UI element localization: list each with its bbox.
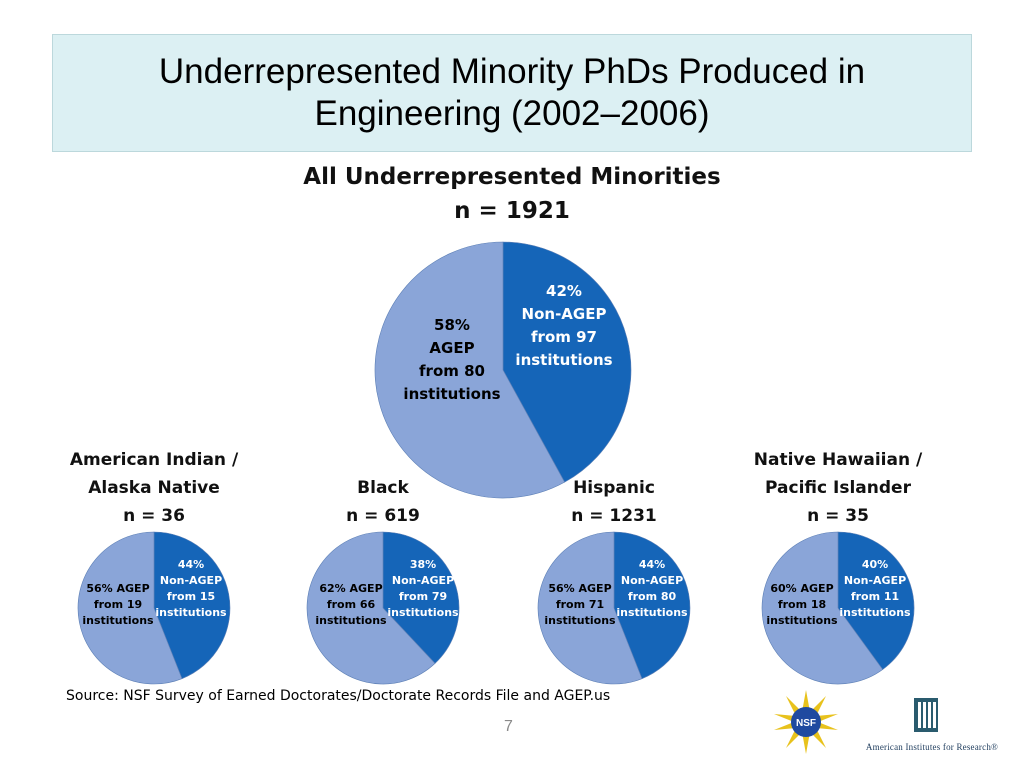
- pie-3-n-count: n = 1231: [571, 506, 657, 526]
- pie-label-line: institutions: [616, 606, 688, 619]
- pie-3-label-agep: 56% AGEP from 71 institutions: [542, 581, 618, 629]
- pie-4-n-count: n = 35: [807, 506, 869, 526]
- slide-title: Underrepresented Minority PhDs Produced …: [159, 51, 865, 135]
- pie-label-line: 60% AGEP: [770, 582, 834, 595]
- pie-3-label-non-agep: 44% Non-AGEP from 80 institutions: [613, 557, 691, 621]
- pie-4-title-line: Native Hawaiian /: [753, 450, 923, 470]
- pie-4-title-line: Pacific Islander: [765, 478, 911, 498]
- slide-title-line1: Underrepresented Minority PhDs Produced …: [158, 52, 866, 91]
- nsf-logo-text: NSF: [796, 718, 816, 729]
- pie-3-heading: Hispanic n = 1231: [484, 474, 744, 530]
- pie-label-line: 40%: [861, 558, 889, 571]
- slide-title-box: Underrepresented Minority PhDs Produced …: [52, 34, 972, 152]
- pie-label-line: institutions: [839, 606, 911, 619]
- pie-label-line: Non-AGEP: [159, 574, 223, 587]
- pie-label-line: institutions: [403, 385, 501, 403]
- pie-1-heading: American Indian / Alaska Native n = 36: [24, 446, 284, 530]
- air-logo-mark: [914, 698, 938, 732]
- pie-label-line: Non-AGEP: [620, 574, 684, 587]
- pie-label-line: institutions: [315, 614, 387, 627]
- pie-label-line: 62% AGEP: [319, 582, 383, 595]
- pie-label-line: 44%: [177, 558, 205, 571]
- pie-label-line: from 80: [419, 362, 485, 380]
- pie-1-label-agep: 56% AGEP from 19 institutions: [80, 581, 156, 629]
- pie-label-line: institutions: [155, 606, 227, 619]
- pie-0-label-agep: 58% AGEP from 80 institutions: [397, 314, 507, 406]
- pie-label-line: 38%: [409, 558, 437, 571]
- pie-label-line: from 66: [326, 598, 376, 611]
- pie-label-line: institutions: [544, 614, 616, 627]
- pie-0-heading: All Underrepresented Minorities n = 1921: [262, 160, 762, 228]
- slide-title-line2: Engineering (2002–2006): [314, 94, 710, 133]
- pie-3-title-line: Hispanic: [573, 478, 655, 498]
- pie-label-line: 56% AGEP: [548, 582, 612, 595]
- pie-label-line: from 18: [777, 598, 827, 611]
- pie-1-title-line: Alaska Native: [88, 478, 220, 498]
- page-number: 7: [504, 718, 513, 735]
- nsf-logo: NSF: [774, 690, 838, 754]
- pie-2-n-count: n = 619: [346, 506, 420, 526]
- pie-label-line: institutions: [82, 614, 154, 627]
- pie-2-label-non-agep: 38% Non-AGEP from 79 institutions: [384, 557, 462, 621]
- pie-1-label-non-agep: 44% Non-AGEP from 15 institutions: [152, 557, 230, 621]
- source-note: Source: NSF Survey of Earned Doctorates/…: [66, 688, 611, 704]
- pie-label-line: from 80: [627, 590, 677, 603]
- pie-label-line: institutions: [515, 351, 613, 369]
- pie-2-label-agep: 62% AGEP from 66 institutions: [313, 581, 389, 629]
- air-logo-text: American Institutes for Research®: [865, 742, 999, 752]
- pie-label-line: Non-AGEP: [843, 574, 907, 587]
- pie-0-title-line: All Underrepresented Minorities: [303, 164, 721, 190]
- pie-label-line: Non-AGEP: [521, 305, 607, 323]
- pie-4-heading: Native Hawaiian / Pacific Islander n = 35: [708, 446, 968, 530]
- pie-label-line: 42%: [546, 282, 582, 300]
- pie-2-heading: Black n = 619: [253, 474, 513, 530]
- pie-2-title-line: Black: [357, 478, 409, 498]
- pie-label-line: from 11: [850, 590, 900, 603]
- pie-label-line: 58%: [434, 316, 470, 334]
- pie-label-line: institutions: [387, 606, 459, 619]
- pie-4-label-non-agep: 40% Non-AGEP from 11 institutions: [836, 557, 914, 621]
- pie-label-line: from 79: [398, 590, 448, 603]
- pie-4-label-agep: 60% AGEP from 18 institutions: [764, 581, 840, 629]
- pie-1-title-line: American Indian /: [69, 450, 239, 470]
- pie-label-line: 44%: [638, 558, 666, 571]
- pie-label-line: from 19: [93, 598, 143, 611]
- pie-label-line: 56% AGEP: [86, 582, 150, 595]
- pie-label-line: AGEP: [429, 339, 475, 357]
- pie-0-n-count: n = 1921: [454, 198, 570, 224]
- pie-0-label-non-agep: 42% Non-AGEP from 97 institutions: [504, 280, 624, 372]
- pie-1-n-count: n = 36: [123, 506, 185, 526]
- pie-label-line: from 97: [531, 328, 597, 346]
- pie-label-line: institutions: [766, 614, 838, 627]
- pie-label-line: from 71: [555, 598, 605, 611]
- pie-label-line: Non-AGEP: [391, 574, 455, 587]
- pie-label-line: from 15: [166, 590, 216, 603]
